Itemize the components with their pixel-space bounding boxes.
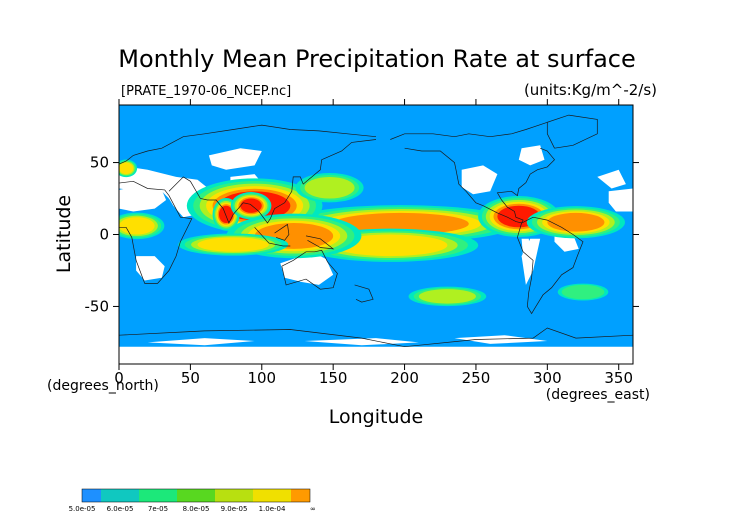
y-unit-label: (degrees_north) — [47, 378, 159, 394]
colorbar-swatch — [272, 489, 291, 502]
colorbar-label: ∞ — [310, 505, 316, 513]
precip-region-india-west-coast — [218, 205, 234, 223]
colorbar-label: 1.0e-04 — [259, 505, 286, 513]
precip-region-europe-cell — [119, 162, 134, 175]
x-axis-ticks: 0 50 100 150 200 250 300 350 — [114, 99, 633, 387]
coastline — [119, 180, 193, 284]
colorbar-label: 6.0e-05 — [107, 505, 134, 513]
colorbar-swatch — [253, 489, 272, 502]
precip-region-tropical-atlantic — [547, 212, 605, 232]
colorbar-swatch — [234, 489, 253, 502]
dry-area — [280, 253, 334, 285]
colorbar-swatch — [120, 489, 139, 502]
x-tick-label: 300 — [533, 369, 562, 387]
dry-area — [208, 148, 262, 170]
coastline — [254, 227, 291, 247]
antarctic-dry — [147, 338, 255, 346]
y-tick-label: -50 — [85, 297, 110, 315]
coastline — [305, 235, 335, 250]
chart-title: Monthly Mean Precipitation Rate at surfa… — [118, 45, 636, 73]
precip-region-south-atlantic-storm — [561, 284, 605, 300]
coastline — [281, 249, 338, 290]
colorbar-swatch — [101, 489, 120, 502]
antarctic-dry — [454, 335, 548, 344]
coastline — [517, 216, 584, 315]
precip-region-south-pacific-storm — [418, 289, 476, 304]
coastline — [390, 121, 548, 140]
x-tick-label: 200 — [390, 369, 419, 387]
x-tick-label: 150 — [319, 369, 348, 387]
y-axis-label: Latitude — [53, 195, 75, 273]
precip-region-eq-pacific-band — [333, 212, 469, 235]
file-label: [PRATE_1970-06_NCEP.nc] — [121, 84, 291, 99]
precip-map — [119, 105, 633, 364]
precip-region-sc-pacific-band — [333, 234, 448, 257]
x-tick-label: 350 — [604, 369, 633, 387]
dry-area — [608, 188, 633, 212]
colorbar-swatch — [196, 489, 215, 502]
colorbar-labels: 5.0e-05 6.0e-05 7e-05 8.0e-05 9.0e-05 1.0e-04… — [69, 505, 316, 513]
coastline — [274, 223, 290, 241]
colorbar-label: 8.0e-05 — [183, 505, 210, 513]
precip-region-west-africa — [119, 217, 155, 235]
colorbar-label: 9.0e-05 — [221, 505, 248, 513]
units-label: (units:Kg/m^-2/s) — [524, 81, 657, 99]
x-unit-label: (degrees_east) — [546, 387, 650, 403]
dry-area — [518, 145, 545, 166]
y-axis-ticks: 50 0 -50 — [85, 154, 639, 315]
coastline — [404, 147, 555, 224]
dry-area — [461, 165, 498, 195]
dry-area — [521, 238, 531, 258]
colorbar — [81, 488, 311, 503]
colorbar-swatch — [177, 489, 196, 502]
colorbar-swatch — [291, 489, 310, 502]
colorbar-swatch — [139, 489, 158, 502]
coastline — [119, 327, 633, 348]
precip-region-south-indian-band — [197, 237, 269, 252]
coastline — [354, 284, 374, 303]
antarctic-dry — [119, 346, 633, 364]
x-tick-label: 250 — [462, 369, 491, 387]
coastline — [546, 114, 598, 149]
x-tick-label: 50 — [181, 369, 200, 387]
colorbar-swatch — [158, 489, 177, 502]
dry-area — [136, 256, 165, 281]
x-tick-label: 100 — [247, 369, 276, 387]
precip-region-nw-pacific-storm — [304, 176, 355, 199]
colorbar-label: 5.0e-05 — [69, 505, 96, 513]
colorbar-swatch — [82, 489, 101, 502]
coastline — [168, 139, 377, 224]
x-axis-label: Longitude — [329, 406, 424, 428]
dry-area — [119, 187, 167, 212]
x-tick-label: 0 — [114, 369, 124, 387]
y-tick-label: 50 — [90, 154, 109, 172]
y-tick-label: 0 — [99, 226, 109, 244]
colorbar-frame — [81, 488, 311, 503]
colorbar-label: 7e-05 — [148, 505, 168, 513]
colorbar-swatch — [215, 489, 234, 502]
dry-area — [597, 169, 626, 189]
